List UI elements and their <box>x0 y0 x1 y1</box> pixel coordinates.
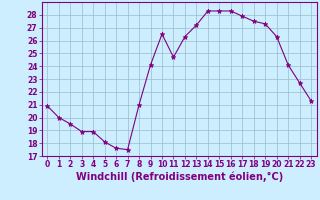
X-axis label: Windchill (Refroidissement éolien,°C): Windchill (Refroidissement éolien,°C) <box>76 172 283 182</box>
